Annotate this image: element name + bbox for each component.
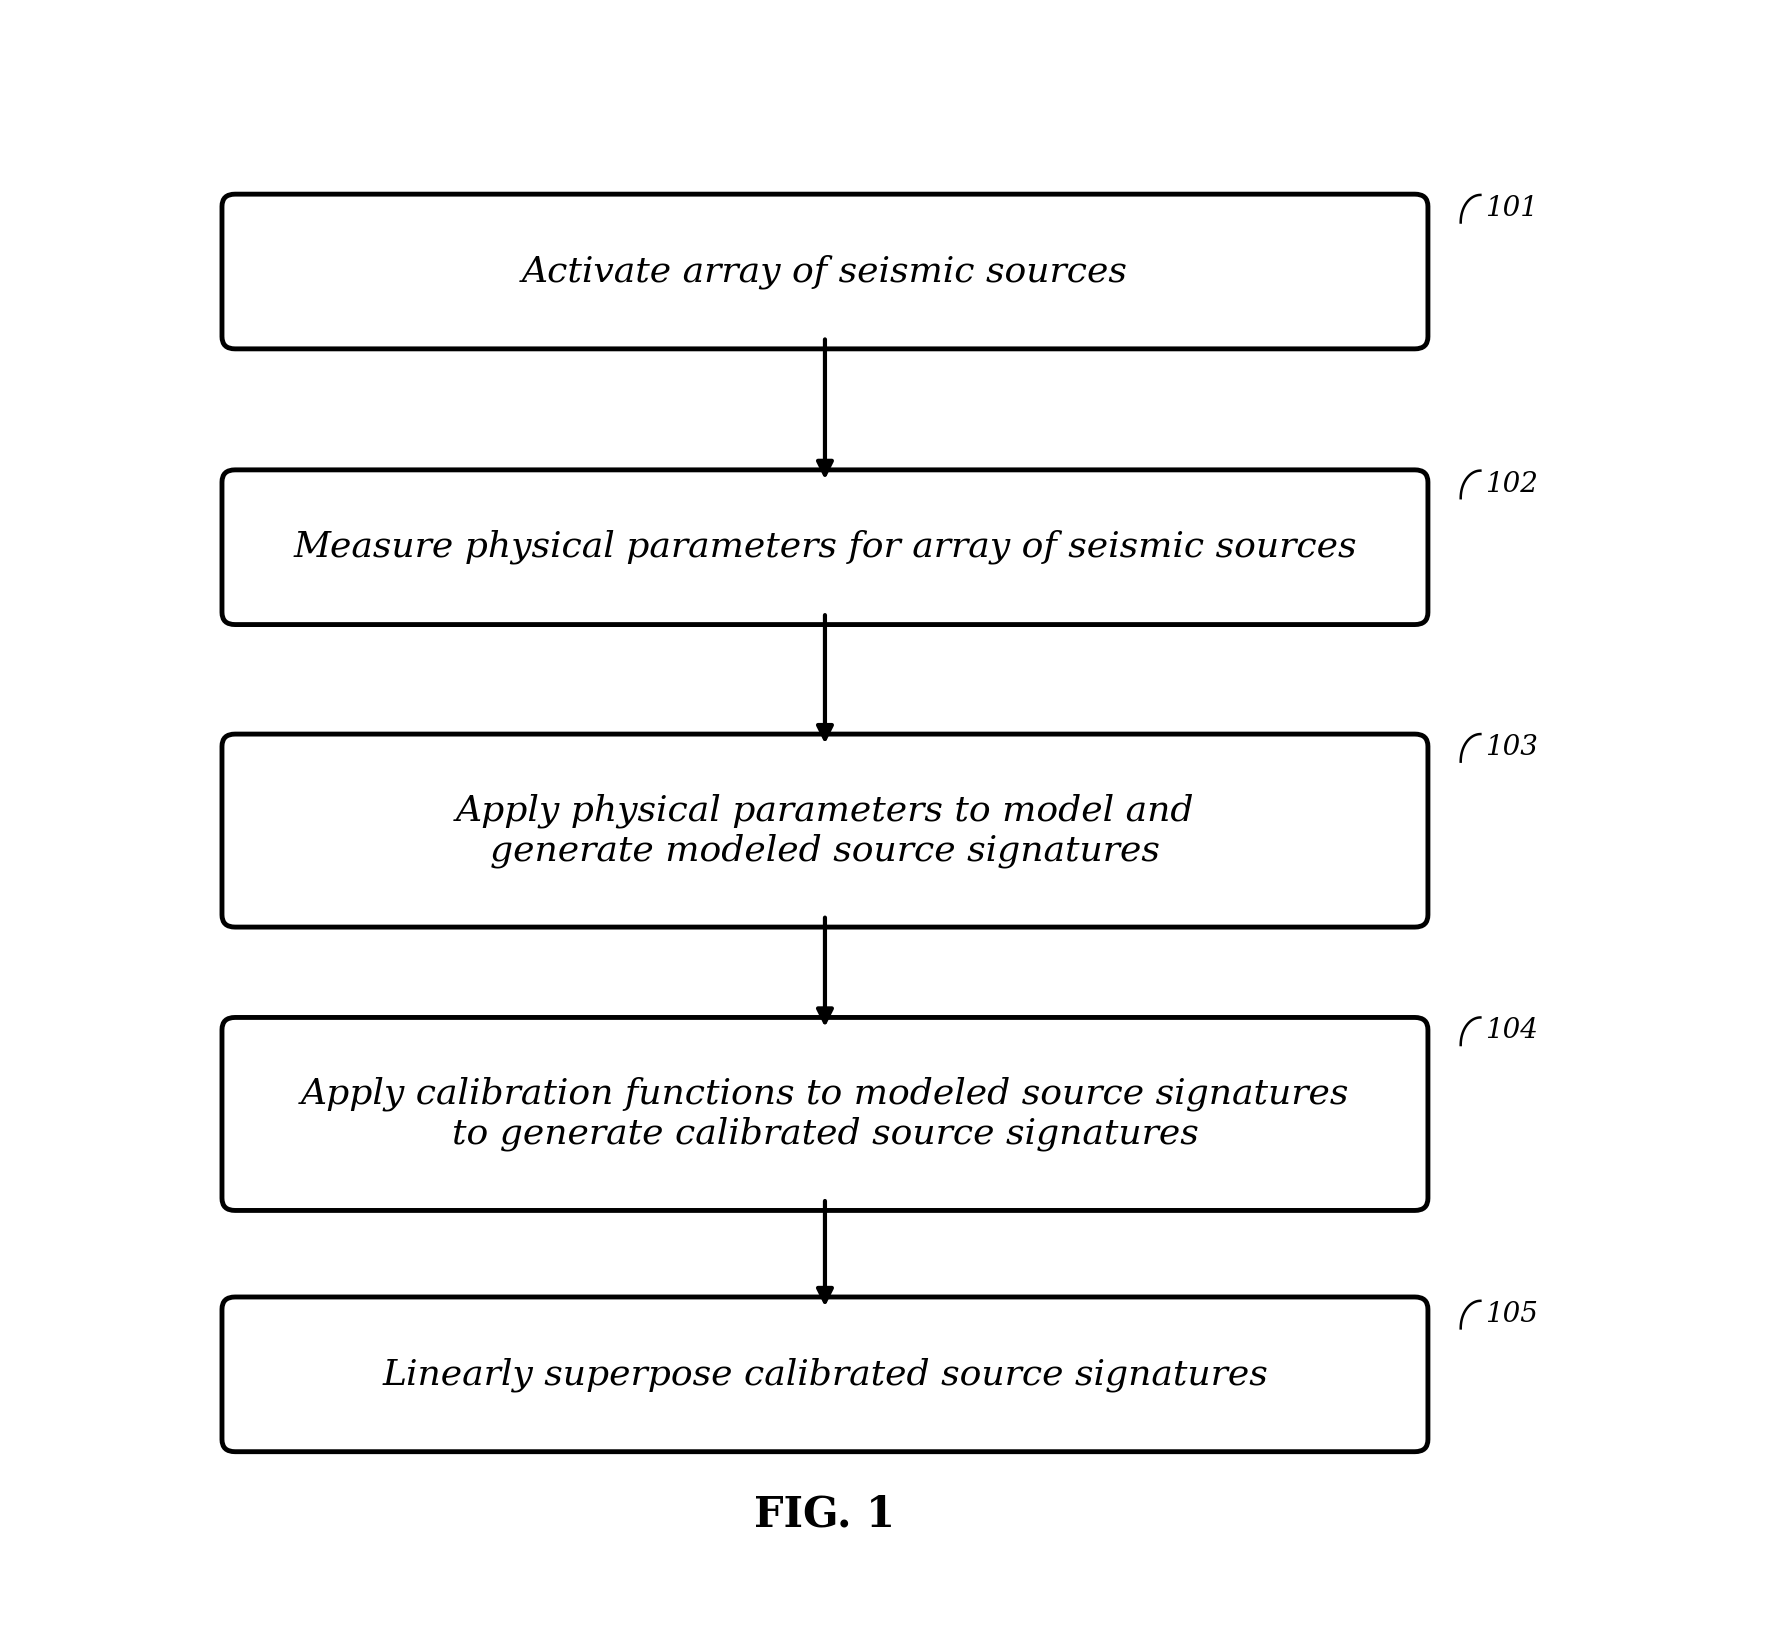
Text: 105: 105 <box>1485 1301 1538 1327</box>
Text: 103: 103 <box>1485 735 1538 761</box>
FancyBboxPatch shape <box>222 735 1428 927</box>
FancyBboxPatch shape <box>222 1018 1428 1211</box>
Text: FIG. 1: FIG. 1 <box>755 1494 895 1535</box>
Text: 101: 101 <box>1485 194 1538 222</box>
Text: Apply physical parameters to model and
generate modeled source signatures: Apply physical parameters to model and g… <box>456 794 1194 868</box>
Text: Linearly superpose calibrated source signatures: Linearly superpose calibrated source sig… <box>383 1357 1267 1392</box>
Text: 102: 102 <box>1485 471 1538 497</box>
FancyBboxPatch shape <box>222 1296 1428 1451</box>
Text: Activate array of seismic sources: Activate array of seismic sources <box>522 254 1127 288</box>
FancyBboxPatch shape <box>222 469 1428 624</box>
Text: Apply calibration functions to modeled source signatures
to generate calibrated : Apply calibration functions to modeled s… <box>301 1077 1349 1151</box>
FancyBboxPatch shape <box>222 194 1428 349</box>
Text: 104: 104 <box>1485 1018 1538 1044</box>
Text: Measure physical parameters for array of seismic sources: Measure physical parameters for array of… <box>294 530 1356 565</box>
